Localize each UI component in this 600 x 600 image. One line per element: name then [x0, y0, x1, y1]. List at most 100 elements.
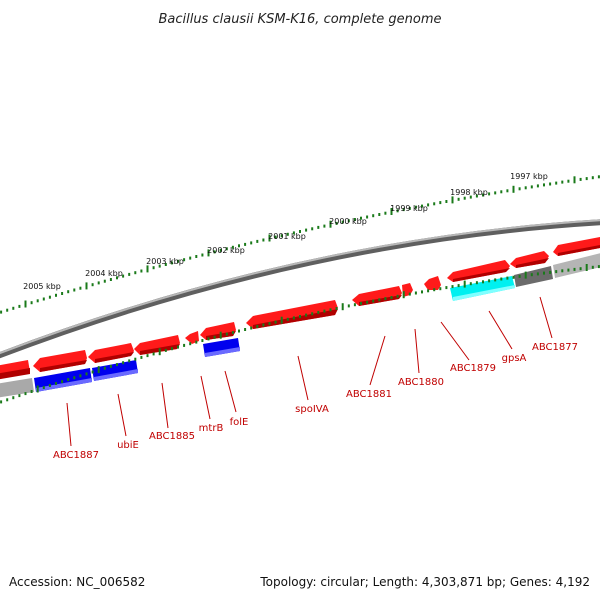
minor-tick — [323, 309, 326, 313]
gene-arrow — [352, 286, 402, 306]
minor-tick — [372, 214, 375, 218]
minor-tick — [317, 225, 320, 229]
minor-tick — [55, 382, 57, 385]
minor-tick — [97, 281, 100, 285]
minor-tick — [347, 219, 350, 223]
gene-block-gray — [553, 253, 600, 278]
major-tick — [146, 265, 149, 273]
major-tick — [573, 176, 576, 184]
leader-line — [440, 321, 470, 361]
major-tick — [341, 303, 344, 311]
minor-tick — [85, 372, 88, 376]
minor-tick — [116, 363, 118, 367]
minor-tick — [12, 306, 15, 310]
minor-tick — [396, 209, 399, 213]
gene-arrow-shade — [453, 268, 510, 282]
minor-tick — [305, 228, 308, 232]
gene-block-gray — [0, 378, 34, 398]
major-tick — [280, 316, 283, 324]
scale-labels: 2005 kbp 2004 kbp 2003 kbp 2002 kbp 2001… — [23, 172, 548, 291]
minor-tick — [146, 354, 149, 358]
minor-tick — [518, 274, 521, 278]
minor-tick — [439, 201, 442, 205]
minor-tick — [469, 195, 472, 199]
minor-tick — [378, 298, 381, 302]
minor-tick — [341, 220, 344, 224]
minor-tick — [390, 296, 393, 299]
minor-tick — [482, 193, 484, 197]
gene-label-abc1885: ABC1885 — [149, 431, 195, 442]
minor-tick — [506, 189, 509, 193]
minor-tick — [55, 293, 57, 297]
minor-tick — [408, 292, 411, 296]
minor-tick — [0, 310, 3, 314]
minor-tick — [292, 316, 295, 320]
minor-tick — [12, 396, 15, 400]
minor-tick — [494, 278, 497, 282]
gene-label-abc1881: ABC1881 — [346, 389, 392, 400]
minor-tick — [6, 398, 9, 402]
minor-tick — [231, 245, 234, 249]
major-tick — [390, 208, 393, 215]
minor-tick — [305, 313, 308, 317]
gene-block-shade — [36, 378, 92, 392]
minor-tick — [128, 272, 131, 276]
minor-tick — [48, 295, 51, 299]
minor-tick — [122, 274, 125, 278]
minor-tick — [597, 175, 600, 179]
minor-tick — [561, 269, 564, 273]
gene-label-fole: folE — [230, 417, 249, 428]
backbone-arc — [0, 219, 600, 359]
minor-tick — [195, 340, 198, 344]
minor-tick — [445, 286, 448, 290]
scale-label-2001: 2001 kbp — [268, 232, 306, 241]
minor-tick — [170, 261, 173, 265]
minor-tick — [360, 216, 362, 220]
minor-tick — [335, 221, 338, 225]
gene-labels: ABC1887 ubiE ABC1885 mtrB folE spoIVA AB… — [53, 342, 578, 461]
minor-tick — [268, 322, 271, 326]
minor-tick — [67, 290, 70, 294]
minor-tick — [500, 277, 503, 281]
minor-tick — [24, 392, 27, 396]
major-tick — [402, 291, 405, 299]
reverse-strand-genes — [0, 253, 600, 398]
minor-tick — [475, 281, 478, 285]
gene-label-abc1887: ABC1887 — [53, 450, 99, 461]
minor-tick — [463, 196, 466, 200]
minor-tick — [103, 366, 106, 370]
minor-tick — [567, 179, 570, 183]
map-title: Bacillus clausii KSM-K16, complete genom… — [158, 12, 441, 27]
minor-tick — [445, 200, 448, 203]
minor-tick — [555, 270, 558, 274]
minor-tick — [231, 331, 234, 335]
minor-tick — [128, 359, 131, 363]
genome-summary-text: Topology: circular; Length: 4,303,871 bp… — [259, 575, 590, 589]
minor-tick — [225, 247, 228, 251]
minor-tick — [585, 177, 588, 181]
minor-tick — [360, 301, 362, 305]
minor-tick — [164, 263, 167, 266]
minor-tick — [494, 191, 497, 195]
gene-block-shade — [205, 347, 240, 357]
minor-tick — [469, 282, 472, 286]
minor-tick — [378, 213, 381, 216]
minor-tick — [42, 297, 45, 301]
minor-tick — [250, 326, 253, 330]
minor-tick — [573, 267, 576, 271]
minor-tick — [488, 279, 491, 283]
gene-arrow — [424, 276, 441, 290]
minor-tick — [451, 285, 454, 289]
gene-block-shade — [94, 369, 138, 381]
gene-arrow-shade — [0, 368, 30, 380]
minor-tick — [201, 339, 204, 342]
minor-tick — [170, 347, 173, 351]
backbone-highlight — [0, 219, 600, 355]
minor-tick — [427, 203, 430, 207]
gene-arrow-shade — [516, 258, 549, 268]
leader-lines — [66, 296, 553, 447]
scale-label-2004: 2004 kbp — [85, 269, 123, 278]
minor-tick — [244, 242, 247, 246]
scale-label-1998: 1998 kbp — [450, 188, 488, 197]
